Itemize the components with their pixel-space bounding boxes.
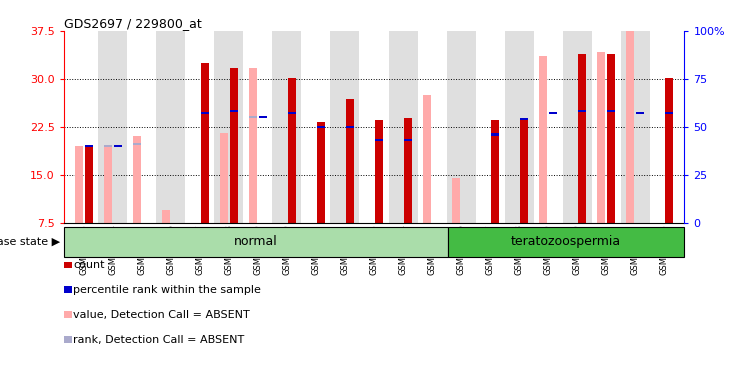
Bar bbox=[375, 120, 383, 223]
Bar bbox=[259, 116, 266, 118]
Bar bbox=[423, 95, 431, 223]
Text: value, Detection Call = ABSENT: value, Detection Call = ABSENT bbox=[73, 310, 250, 320]
Bar bbox=[288, 112, 295, 114]
Bar bbox=[375, 139, 383, 141]
Bar bbox=[491, 120, 499, 223]
Bar bbox=[448, 227, 684, 257]
Bar bbox=[562, 31, 592, 223]
Bar bbox=[288, 78, 295, 223]
Bar bbox=[578, 110, 586, 113]
Bar bbox=[621, 31, 649, 223]
Bar bbox=[491, 133, 499, 136]
Bar bbox=[549, 112, 557, 114]
Bar bbox=[104, 146, 112, 223]
Bar bbox=[447, 31, 476, 223]
Bar bbox=[404, 118, 411, 223]
Bar bbox=[539, 56, 548, 223]
Text: rank, Detection Call = ABSENT: rank, Detection Call = ABSENT bbox=[73, 335, 245, 345]
Bar bbox=[607, 110, 615, 113]
Bar bbox=[76, 146, 83, 223]
Bar bbox=[156, 31, 186, 223]
Bar bbox=[99, 31, 127, 223]
Bar bbox=[230, 110, 238, 113]
Bar bbox=[114, 145, 122, 147]
Bar bbox=[331, 31, 360, 223]
Text: teratozoospermia: teratozoospermia bbox=[511, 235, 622, 248]
Bar bbox=[230, 68, 238, 223]
Bar bbox=[64, 227, 448, 257]
Bar bbox=[200, 112, 209, 114]
Bar bbox=[520, 118, 528, 120]
Bar bbox=[317, 122, 325, 223]
Bar bbox=[249, 116, 257, 118]
Bar bbox=[520, 120, 528, 223]
Bar bbox=[215, 31, 243, 223]
Text: count: count bbox=[73, 260, 105, 270]
Bar bbox=[404, 139, 411, 141]
Bar bbox=[665, 78, 672, 223]
Bar bbox=[598, 52, 605, 223]
Bar bbox=[85, 146, 93, 223]
Bar bbox=[200, 63, 209, 223]
Text: percentile rank within the sample: percentile rank within the sample bbox=[73, 285, 261, 295]
Bar bbox=[453, 178, 460, 223]
Text: GDS2697 / 229800_at: GDS2697 / 229800_at bbox=[64, 17, 201, 30]
Text: disease state ▶: disease state ▶ bbox=[0, 237, 60, 247]
Bar bbox=[133, 143, 141, 145]
Text: normal: normal bbox=[234, 235, 278, 248]
Bar bbox=[636, 112, 644, 114]
Bar bbox=[162, 210, 170, 223]
Bar bbox=[505, 31, 533, 223]
Bar bbox=[346, 99, 354, 223]
Bar bbox=[665, 112, 672, 114]
Bar bbox=[104, 145, 112, 147]
Bar bbox=[249, 68, 257, 223]
Bar bbox=[317, 126, 325, 128]
Bar bbox=[626, 0, 634, 223]
Bar bbox=[578, 55, 586, 223]
Bar bbox=[388, 31, 417, 223]
Bar bbox=[346, 126, 354, 128]
Bar bbox=[220, 133, 228, 223]
Bar bbox=[85, 145, 93, 147]
Bar bbox=[272, 31, 301, 223]
Bar bbox=[133, 136, 141, 223]
Bar bbox=[607, 55, 615, 223]
